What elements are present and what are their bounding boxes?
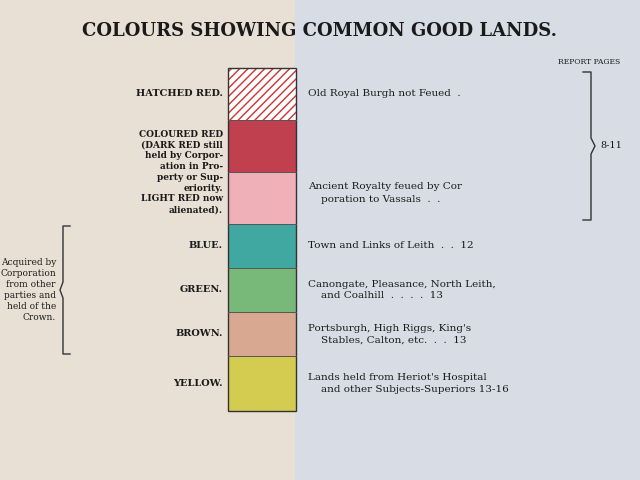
Bar	[228, 224, 296, 268]
Text: BROWN.: BROWN.	[175, 329, 223, 338]
Text: GREEN.: GREEN.	[180, 286, 223, 295]
Bar	[228, 120, 296, 172]
Text: YELLOW.: YELLOW.	[173, 379, 223, 388]
Bar	[228, 68, 296, 120]
Text: Lands held from Heriot's Hospital
    and other Subjects-Superiors 13-16: Lands held from Heriot's Hospital and ot…	[308, 373, 509, 394]
Text: Canongate, Pleasance, North Leith,
    and Coalhill  .  .  .  .  13: Canongate, Pleasance, North Leith, and C…	[308, 279, 496, 300]
Text: COLOURS SHOWING COMMON GOOD LANDS.: COLOURS SHOWING COMMON GOOD LANDS.	[83, 22, 557, 40]
Text: BLUE.: BLUE.	[189, 241, 223, 251]
Bar	[228, 172, 296, 224]
Bar	[228, 268, 296, 312]
Text: REPORT PAGES: REPORT PAGES	[557, 58, 620, 66]
Text: 8-11: 8-11	[600, 142, 622, 151]
Bar	[228, 68, 296, 411]
Bar	[228, 68, 296, 120]
Bar	[228, 356, 296, 411]
Bar	[295, 0, 640, 480]
Text: COLOURED RED
(DARK RED still
held by Corpor-
ation in Pro-
perty or Sup-
eriorit: COLOURED RED (DARK RED still held by Cor…	[139, 130, 223, 214]
Text: Ancient Royalty feued by Cor
    poration to Vassals  .  .: Ancient Royalty feued by Cor poration to…	[308, 182, 462, 204]
Text: Town and Links of Leith  .  .  12: Town and Links of Leith . . 12	[308, 241, 474, 251]
Text: HATCHED RED.: HATCHED RED.	[136, 89, 223, 98]
Text: Portsburgh, High Riggs, King's
    Stables, Calton, etc.  .  .  13: Portsburgh, High Riggs, King's Stables, …	[308, 324, 471, 345]
Text: Acquired by
Corporation
from other
parties and
held of the
Crown.: Acquired by Corporation from other parti…	[0, 258, 56, 322]
Text: Old Royal Burgh not Feued  .: Old Royal Burgh not Feued .	[308, 89, 461, 98]
Bar	[228, 312, 296, 356]
